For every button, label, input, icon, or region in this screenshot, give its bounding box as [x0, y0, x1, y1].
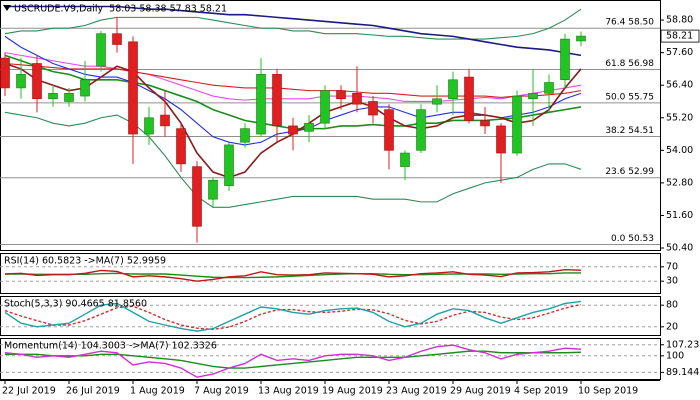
y-tick-label: 70 — [666, 261, 678, 272]
fib-label: 23.6 52.99 — [605, 167, 654, 177]
y-tick-label: 55.20 — [666, 112, 693, 123]
y-tick-label: 30 — [666, 276, 678, 287]
indicator-line — [5, 350, 582, 369]
indicator-panel — [0, 344, 660, 378]
candle-body — [320, 90, 330, 124]
moving-average — [4, 8, 582, 40]
last-price-box — [660, 29, 700, 43]
candle-body — [192, 166, 202, 227]
y-tick-label: 51.60 — [666, 210, 693, 221]
y-tick-label: 20 — [666, 321, 678, 332]
y-tick-label: 100 — [666, 350, 684, 361]
x-tick-label: 7 Aug 2019 — [194, 386, 249, 397]
fib-label: 61.8 56.98 — [605, 59, 654, 69]
panel-frame — [0, 296, 661, 336]
y-tick-label: 56.40 — [666, 80, 693, 91]
indicator-panel — [0, 300, 660, 332]
x-tick-label: 29 Aug 2019 — [450, 386, 511, 397]
candle-body — [176, 128, 186, 165]
x-tick-label: 13 Aug 2019 — [258, 386, 319, 397]
candle-body — [400, 152, 410, 167]
last-price-label: 58.21 — [666, 31, 693, 42]
candle-body — [544, 82, 554, 94]
chart-title: USCRUDE.V9,Daily 58.03 58.38 57.83 58.21 — [14, 4, 227, 15]
fib-label: 0.0 50.53 — [611, 234, 654, 244]
candle-body — [256, 74, 266, 135]
panel-frame — [0, 253, 661, 294]
y-tick-label: 58.80 — [666, 15, 693, 26]
y-tick-label: 57.60 — [666, 47, 693, 58]
candle-body — [128, 41, 138, 135]
candle-body — [272, 74, 282, 127]
candle-body — [144, 117, 154, 135]
candle-body — [48, 93, 58, 100]
candle-body — [368, 101, 378, 116]
y-tick-label: 107.2357 — [666, 339, 700, 350]
candle-body — [64, 93, 74, 102]
candle-body — [208, 179, 218, 200]
candle-body — [0, 57, 10, 89]
candle-body — [384, 109, 394, 151]
candle-body — [560, 38, 570, 81]
candle-body — [416, 109, 426, 151]
moving-average — [4, 111, 582, 208]
candle-body — [464, 76, 474, 121]
candle-body — [352, 93, 362, 105]
panel-frame — [0, 0, 661, 251]
y-tick-label: 54.00 — [666, 145, 693, 156]
price-panel: 76.4 58.50 61.8 56.98 50.0 55.75 38.2 54.51… — [0, 5, 660, 245]
candle-body — [512, 95, 522, 154]
title-arrow — [3, 5, 11, 11]
candle-body — [496, 125, 506, 154]
x-tick-label: 22 Jul 2019 — [2, 386, 56, 397]
candle-body — [224, 144, 234, 186]
x-tick-label: 1 Aug 2019 — [130, 386, 185, 397]
panel-title: Momentum(14) 104.3003 ->MA(7) 102.3326 — [4, 341, 217, 352]
candle-body — [16, 74, 26, 89]
candle-body — [432, 98, 442, 105]
candle-body — [576, 35, 586, 42]
x-tick-label: 19 Aug 2019 — [322, 386, 383, 397]
indicator-panel — [0, 266, 660, 282]
candle-body — [112, 33, 122, 45]
moving-average — [5, 5, 582, 57]
candle-body — [288, 125, 298, 135]
candle-body — [448, 79, 458, 100]
panel-frame — [0, 338, 661, 380]
y-tick-label: 52.80 — [666, 177, 693, 188]
candle-body — [528, 93, 538, 100]
candle-body — [304, 122, 314, 132]
indicator-line — [4, 300, 582, 332]
panel-title: RSI(14) 60.5823 ->MA(7) 52.9959 — [4, 256, 166, 267]
candle-body — [160, 114, 170, 127]
x-tick-label: 23 Aug 2019 — [386, 386, 447, 397]
y-tick-label: 89.1445 — [666, 367, 700, 378]
y-tick-label: 50.40 — [666, 243, 693, 254]
indicator-line — [4, 303, 582, 331]
candle-body — [240, 128, 250, 143]
fib-label: 50.0 55.75 — [605, 92, 654, 102]
candle-body — [96, 33, 106, 67]
indicator-line — [5, 272, 582, 279]
fib-label: 38.2 54.51 — [605, 126, 654, 136]
candle-body — [32, 63, 42, 100]
panel-title: Stoch(5,3,3) 90.4665 81.8560 — [4, 299, 147, 310]
candle-body — [480, 120, 490, 127]
x-tick-label: 26 Jul 2019 — [66, 386, 120, 397]
indicator-line — [4, 344, 582, 378]
indicator-line — [4, 268, 582, 282]
candle-body — [336, 90, 346, 100]
candle-body — [80, 79, 90, 97]
x-tick-label: 10 Sep 2019 — [578, 386, 638, 397]
y-tick-label: 80 — [666, 300, 678, 311]
fib-label: 76.4 58.50 — [605, 18, 654, 28]
x-tick-label: 4 Sep 2019 — [514, 386, 568, 397]
